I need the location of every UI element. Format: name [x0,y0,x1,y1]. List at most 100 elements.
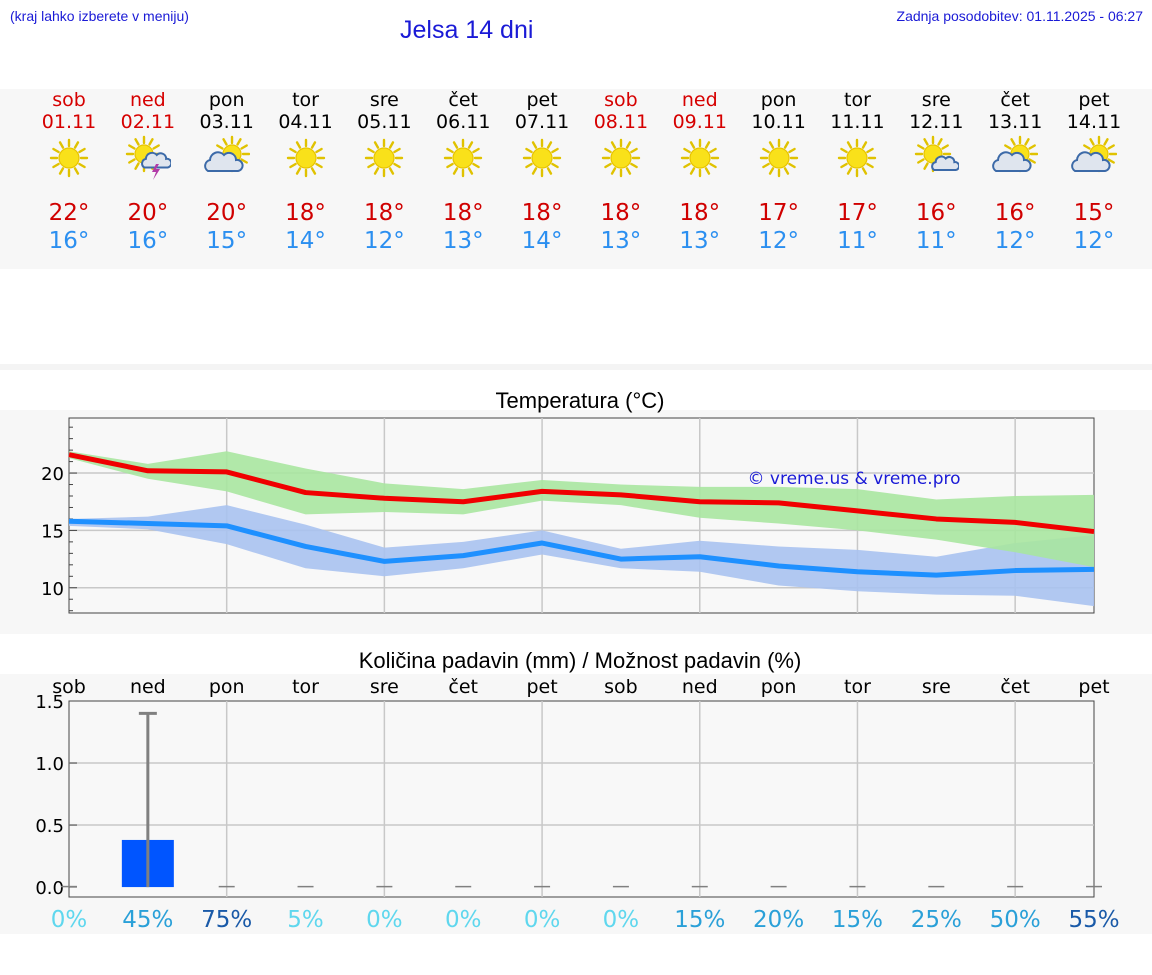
precipitation-chart: sob ned pon tor sre čet pet sob ned pon tor sre čet p… [35,676,1119,933]
day-name: sob [604,89,638,111]
forecast-day: čet 13.11 16° 12° [976,89,1054,255]
precipitation-probability: 55% [1068,907,1119,933]
y-tick-label: 1.0 [35,754,64,775]
page-title: Jelsa 14 dni [400,16,534,44]
max-temperature: 18° [679,200,721,226]
day-date: 11.11 [830,111,885,133]
daily-forecast-strip: sob 01.11 22° 16° ned 02.11 20° 16° pon 03.11 20° 1… [0,89,1152,269]
day-date: 13.11 [987,111,1043,133]
day-name: ned [129,89,166,111]
cloud-shape [140,151,171,169]
max-temperature: 22° [48,200,90,226]
precipitation-probability: 0% [445,907,482,933]
precipitation-probability: 75% [201,907,252,933]
y-tick-label: 0.5 [35,816,64,837]
category-label: sre [922,676,951,698]
max-temperature: 15° [1073,200,1115,226]
precipitation-probability: 5% [287,907,324,933]
category-label: pon [761,676,797,698]
category-label: sob [52,676,86,698]
y-tick-label: 1.5 [35,692,64,713]
max-temperature: 18° [363,200,405,226]
precipitation-probability: 25% [911,907,962,933]
y-tick-label: 10 [41,579,64,600]
sun-icon [601,138,641,178]
sun-disc [373,147,395,169]
min-temperature: 11° [915,228,957,254]
sun-small-cloud-icon [915,135,960,173]
sun-icon [838,138,877,178]
sun-icon [522,138,562,178]
day-date: 04.11 [278,111,333,133]
location-hint: (kraj lahko izberete v meniju) [10,8,189,24]
precipitation-probability: 15% [832,907,883,933]
cloud-shape [931,155,960,172]
category-label: pet [526,676,557,698]
day-date: 10.11 [751,111,806,133]
day-date: 01.11 [41,111,97,133]
precipitation-probability: 50% [990,907,1041,933]
max-temperature: 18° [442,200,484,226]
min-temperature: 14° [285,228,326,254]
cloud-shape [1071,151,1111,172]
category-label: sob [604,676,638,698]
sun-icon [444,138,483,178]
max-temperature: 18° [285,200,326,226]
category-label: čet [1000,676,1030,698]
max-temperature: 17° [758,200,799,226]
cloud-shape [992,151,1032,172]
max-temperature: 18° [600,200,642,226]
category-label: tor [292,676,319,698]
forecast-day: sre 12.11 16° 11° [897,89,975,255]
max-temperature: 18° [521,200,563,226]
day-date: 12.11 [909,111,964,133]
precipitation-probability: 15% [674,907,725,933]
temperature-chart: 10 15 20 © vreme.us & vreme.pro [41,417,1095,614]
forecast-day: pet 14.11 15° 12° [1055,89,1133,255]
sun-disc [610,147,632,169]
precipitation-probability: 20% [753,907,804,933]
forecast-day: ned 02.11 20° 16° [109,89,187,255]
sun-behind-cloud-icon [203,135,250,173]
day-name: pet [1078,89,1110,111]
min-temperature: 12° [1073,228,1115,254]
day-date: 08.11 [593,111,649,133]
category-label: tor [844,676,871,698]
day-date: 09.11 [672,111,727,133]
precipitation-chart-title: Količina padavin (mm) / Možnost padavin … [358,648,802,673]
min-temperature: 13° [600,228,642,254]
category-label: sre [370,676,399,698]
day-name: čet [1000,89,1030,111]
min-temperature: 16° [127,228,169,254]
sun-icon [286,138,325,178]
min-temperature: 12° [994,228,1036,254]
min-temperature: 11° [837,228,878,254]
min-temperature: 13° [679,228,721,254]
sun-disc [531,147,553,169]
max-temperature: 17° [837,200,878,226]
day-date: 14.11 [1066,111,1122,133]
max-temperature: 20° [206,200,248,226]
min-temperature-band [69,505,1094,607]
day-date: 05.11 [357,111,412,133]
max-temperature-line [68,452,1095,535]
sun-disc [58,147,80,169]
y-tick-label: 20 [41,464,64,485]
lightning-bolt [151,164,160,180]
day-name: pon [760,89,797,111]
precipitation-probability: 45% [122,907,173,933]
sun-icon [759,138,798,178]
day-name: pet [526,89,558,111]
sun-disc [689,147,711,169]
min-temperature-line [68,518,1095,578]
cloud-shape [203,151,244,172]
sun-disc [768,147,790,169]
sun-disc [452,147,474,169]
day-name: tor [292,89,319,111]
precipitation-probability: 0% [603,907,640,933]
max-temperature-band [69,451,1094,568]
forecast-day: tor 11.11 17° 11° [818,89,896,255]
max-temperature: 16° [915,200,957,226]
min-temperature: 14° [521,228,563,254]
forecast-day: ned 09.11 18° 13° [661,89,739,255]
